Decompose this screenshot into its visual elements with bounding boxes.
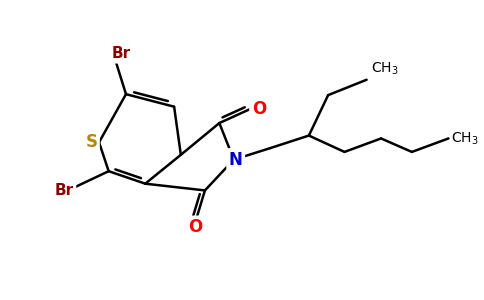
- Text: O: O: [188, 218, 202, 236]
- Text: O: O: [252, 100, 266, 118]
- Text: S: S: [85, 133, 97, 151]
- Text: Br: Br: [55, 183, 74, 198]
- Text: CH$_3$: CH$_3$: [371, 60, 399, 77]
- Text: N: N: [229, 151, 242, 169]
- Text: Br: Br: [112, 46, 131, 61]
- Text: CH$_3$: CH$_3$: [451, 130, 479, 147]
